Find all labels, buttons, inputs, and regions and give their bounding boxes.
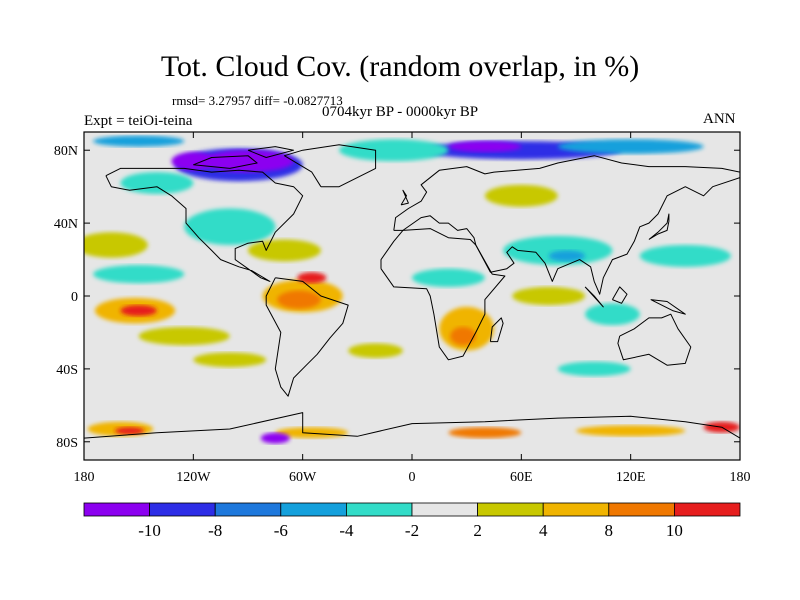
anomaly-region	[339, 139, 449, 162]
colorbar-label: -6	[274, 521, 288, 540]
anomaly-region	[138, 326, 230, 346]
anomaly-region	[120, 305, 157, 317]
y-tick-label: 40S	[56, 363, 78, 378]
y-tick-label: 40N	[54, 217, 78, 232]
anomaly-region	[450, 326, 476, 346]
colorbar-swatch	[477, 502, 544, 517]
anomaly-region	[639, 244, 731, 267]
coastline	[400, 189, 409, 206]
anomaly-region	[275, 427, 349, 439]
colorbar-swatch	[149, 502, 216, 517]
anomaly-region	[348, 343, 403, 358]
colorbar-label: 4	[539, 521, 548, 540]
coastline	[584, 286, 604, 308]
anomaly-region	[512, 286, 586, 306]
coastline	[247, 146, 295, 158]
anomaly-region	[448, 141, 522, 153]
anomaly-region	[585, 303, 640, 326]
y-axis-ticks: 80N 40N 0 40S 80S	[54, 144, 740, 451]
colorbar-swatch	[542, 502, 610, 517]
anomaly-region	[93, 135, 185, 147]
coastline	[650, 299, 686, 315]
anomaly-region	[448, 427, 522, 439]
anomaly-region	[484, 184, 558, 207]
rmsd-diff-text: rmsd= 3.27957 diff= -0.0827713	[172, 93, 343, 108]
colorbar-label: 8	[605, 521, 614, 540]
map-title: Tot. Cloud Cov. (random overlap, in %)	[160, 50, 640, 83]
x-tick-label: 60W	[289, 470, 317, 485]
x-tick-label: 180	[74, 470, 95, 485]
anomaly-region	[120, 172, 194, 194]
anomaly-region	[93, 265, 185, 284]
y-tick-label: 80S	[56, 436, 78, 451]
anomaly-region	[260, 432, 290, 444]
coastline	[105, 167, 304, 282]
x-tick-label: 0	[409, 470, 416, 485]
experiment-label: Expt = teiOi-teina	[84, 113, 193, 129]
colorbar-swatch	[674, 502, 741, 517]
coastline	[393, 155, 740, 295]
colorbar-swatch	[280, 502, 347, 517]
anomaly-region	[171, 152, 216, 171]
anomaly-region	[202, 150, 294, 173]
anomaly-region	[548, 250, 586, 262]
x-tick-label: 120W	[176, 470, 211, 485]
coastline	[193, 155, 258, 169]
anomaly-region	[557, 361, 631, 377]
coastline	[380, 228, 506, 361]
colorbar-swatch	[411, 502, 478, 517]
x-tick-label: 120E	[616, 470, 646, 485]
anomaly-region	[576, 425, 686, 437]
colorbar-swatch	[214, 502, 282, 517]
colorbar-swatch	[83, 502, 150, 517]
colorbar-label: -2	[405, 521, 419, 540]
anomaly-region	[277, 290, 321, 309]
colorbar-swatch	[608, 502, 675, 517]
coastline-layer	[84, 144, 740, 439]
anomaly-region	[184, 208, 276, 245]
colorbar-swatch	[345, 502, 413, 517]
x-tick-label: 180	[730, 470, 751, 485]
anomaly-region	[503, 235, 613, 266]
colorbar-label: 10	[666, 521, 683, 540]
anomaly-region	[114, 427, 145, 435]
colorbar-label: -8	[208, 521, 222, 540]
period-label: 0704kyr BP - 0000kyr BP	[322, 104, 479, 120]
anomaly-region	[557, 139, 704, 154]
coastline	[617, 313, 692, 366]
anomaly-region	[193, 352, 267, 368]
y-tick-label: 80N	[54, 144, 78, 159]
anomaly-region	[84, 232, 148, 258]
colorbar-label: 2	[473, 521, 482, 540]
y-tick-label: 0	[71, 290, 78, 305]
colorbar-label: -10	[138, 521, 161, 540]
anomaly-region	[412, 268, 485, 287]
coastline	[84, 412, 740, 439]
coastline	[611, 286, 628, 304]
map-background	[84, 132, 740, 460]
season-label: ANN	[703, 111, 736, 127]
colorbar: -10 -8 -6 -4 -2 2 4 8 10	[83, 502, 741, 540]
coastline	[283, 144, 377, 188]
coastline	[648, 213, 670, 240]
anomaly-region	[248, 239, 321, 262]
x-tick-label: 60E	[510, 470, 533, 485]
colorbar-label: -4	[339, 521, 354, 540]
x-axis-ticks: 180 120W 60W 0 60E 120E 180	[74, 132, 751, 485]
coastline	[265, 277, 349, 397]
coastline	[489, 317, 504, 343]
anomaly-region	[297, 272, 327, 284]
